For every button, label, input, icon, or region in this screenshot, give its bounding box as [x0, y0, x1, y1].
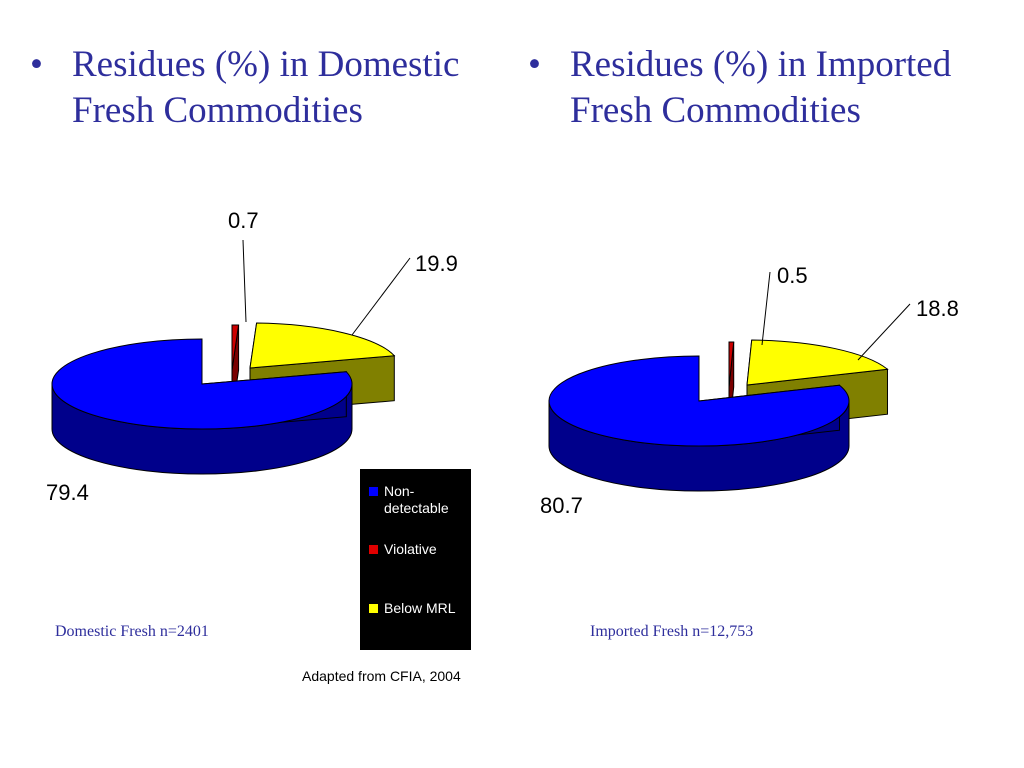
legend-swatch-violative: [369, 545, 378, 554]
legend-label-violative: Violative: [384, 541, 437, 557]
data-label-violative: 0.5: [777, 263, 808, 288]
heading-domestic-line1: Residues (%) in Domestic: [72, 44, 460, 85]
leader-line-below-mrl: [351, 257, 411, 336]
heading-imported-line2: Fresh Commodities: [570, 90, 861, 131]
slice-violative: [231, 324, 240, 371]
slice-non-detectable: [51, 338, 353, 430]
source-note: Adapted from CFIA, 2004: [302, 668, 461, 684]
legend-label-non-detectable-line1: Non-: [384, 483, 415, 499]
legend-label-below-mrl: Below MRL: [384, 600, 456, 616]
leader-line-violative: [242, 239, 247, 323]
data-label-below-mrl: 18.8: [916, 296, 959, 321]
leader-line-violative: [761, 271, 771, 346]
leader-line-below-mrl: [857, 303, 911, 361]
heading-imported-line1: Residues (%) in Imported: [570, 44, 952, 85]
legend-label-non-detectable: Non-detectable: [384, 483, 474, 517]
chart-legend: Non-detectable Violative Below MRL: [360, 469, 471, 650]
heading-domestic-line2: Fresh Commodities: [72, 90, 363, 131]
slice-below-mrl: [746, 339, 889, 386]
sample-size-domestic: Domestic Fresh n=2401: [55, 623, 209, 640]
pie-imported: 80.7 0.5 18.8: [540, 263, 959, 518]
legend-label-non-detectable-line2: detectable: [384, 500, 449, 516]
heading-domestic-text: Residues (%) in Domestic Fresh Commoditi…: [72, 42, 459, 134]
slice-non-detectable: [548, 355, 850, 447]
data-label-non-detectable: 80.7: [540, 493, 583, 518]
data-label-below-mrl: 19.9: [415, 251, 458, 276]
sample-size-imported: Imported Fresh n=12,753: [590, 623, 754, 640]
bullet: •: [528, 44, 541, 85]
pie-domestic: 79.4 0.7 19.9: [46, 208, 458, 505]
legend-swatch-non-detectable: [369, 487, 378, 496]
legend-swatch-below-mrl: [369, 604, 378, 613]
data-label-violative: 0.7: [228, 208, 259, 233]
data-label-non-detectable: 79.4: [46, 480, 89, 505]
heading-imported-text: Residues (%) in Imported Fresh Commoditi…: [570, 42, 951, 134]
bullet: •: [30, 44, 43, 85]
slice-below-mrl: [249, 322, 396, 369]
slice-violative: [728, 341, 735, 388]
